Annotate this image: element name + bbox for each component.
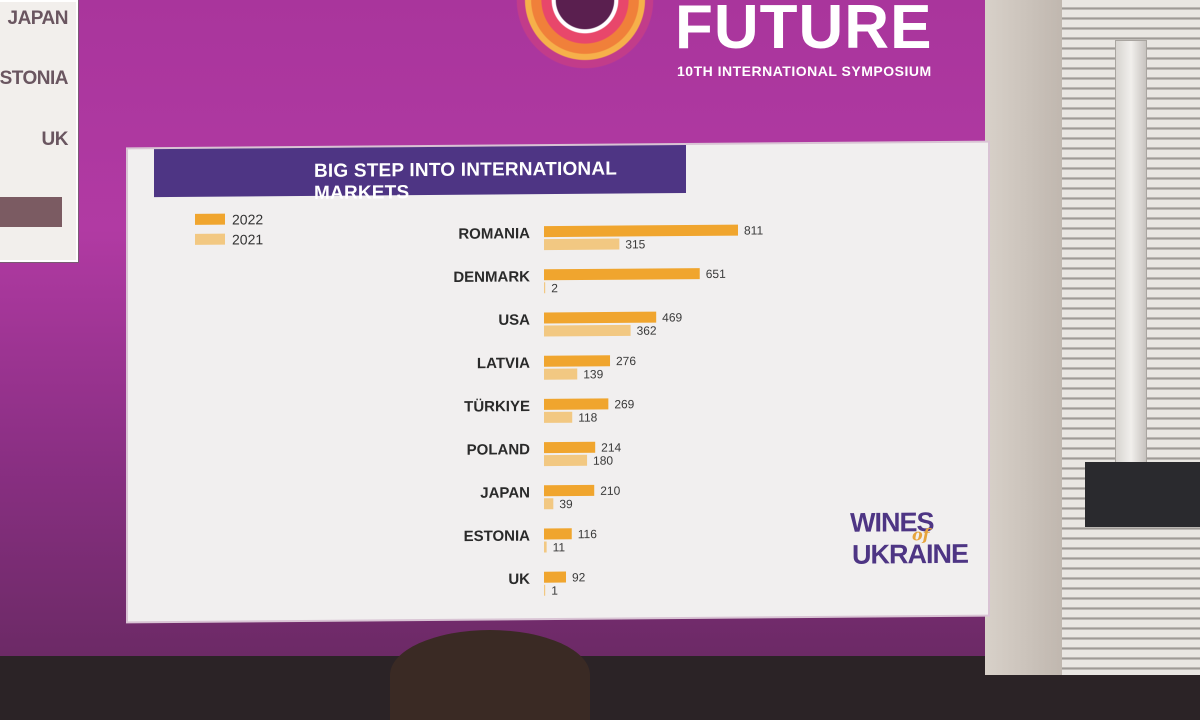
side-wall [985,0,1065,675]
data-label: 651 [706,267,726,281]
category-label: DENMARK [453,268,530,286]
data-label: 214 [601,441,621,455]
data-label: 11 [553,540,566,554]
legend-swatch [195,213,225,225]
legend-label: 2021 [232,231,263,247]
data-label: 116 [578,527,597,541]
category-label: JAPAN [480,484,530,501]
bar-2021 [544,324,631,337]
bar-2022 [544,268,700,281]
data-label: 1 [551,584,558,598]
bar-2022 [544,355,611,367]
data-label: 139 [583,367,603,381]
data-label: 469 [662,310,682,324]
bar-2022 [544,528,572,540]
bar-2021 [544,454,588,467]
data-label: 276 [616,354,636,368]
inset-label: ESTONIA [0,68,68,89]
bar-2021 [544,282,546,294]
brand-line-2: UKRAINE [852,538,969,570]
inset-label: JAPAN [7,8,69,29]
bar-2022 [544,224,738,238]
data-label: 118 [578,410,597,424]
data-label: 180 [593,454,613,468]
bar-2022 [544,311,657,324]
data-label: 362 [637,324,657,338]
category-label: POLAND [467,441,530,458]
bar-2022 [544,484,595,497]
data-label: 269 [614,397,634,411]
category-label: ESTONIA [464,528,531,546]
bar-2021 [544,411,573,423]
page-title: FUTURE [675,0,933,62]
bar-2021 [544,368,578,380]
bar-2021 [544,541,547,553]
bar-2022 [544,441,596,454]
bar-2021 [544,498,554,510]
legend-label: 2022 [232,211,263,227]
wines-of-ukraine-logo: WINES of UKRAINE [850,507,968,578]
data-label: 315 [625,237,645,251]
data-label: 2 [551,281,558,295]
data-label: 39 [559,497,573,511]
legend-swatch [195,233,225,245]
category-label: TÜRKIYE [464,398,530,416]
blind-pole [1115,40,1147,482]
bar-chart: 2022 2021 ROMANIA 811 315 DENMARK 651 2 USA 469 36… [195,211,763,598]
data-label: 811 [744,223,763,237]
category-label: UK [508,571,530,588]
bar-2021 [544,584,546,596]
inset-label: UK [41,129,69,150]
chart-slide: BIG STEP INTO INTERNATIONAL MARKETS 2022… [128,142,988,622]
bar-2021 [544,238,620,251]
audience-head [390,630,590,720]
previous-slide-inset: JAPAN ESTONIA UK [0,0,78,262]
bar-2022 [544,398,609,410]
category-label: USA [498,312,530,329]
page-subtitle: 10TH INTERNATIONAL SYMPOSIUM [677,63,932,79]
data-label: 210 [600,484,620,498]
category-label: ROMANIA [458,225,530,243]
inset-bar [0,197,62,227]
data-label: 92 [572,570,586,584]
bar-2022 [544,571,567,583]
category-label: LATVIA [477,355,530,372]
window-frame [1085,462,1200,527]
